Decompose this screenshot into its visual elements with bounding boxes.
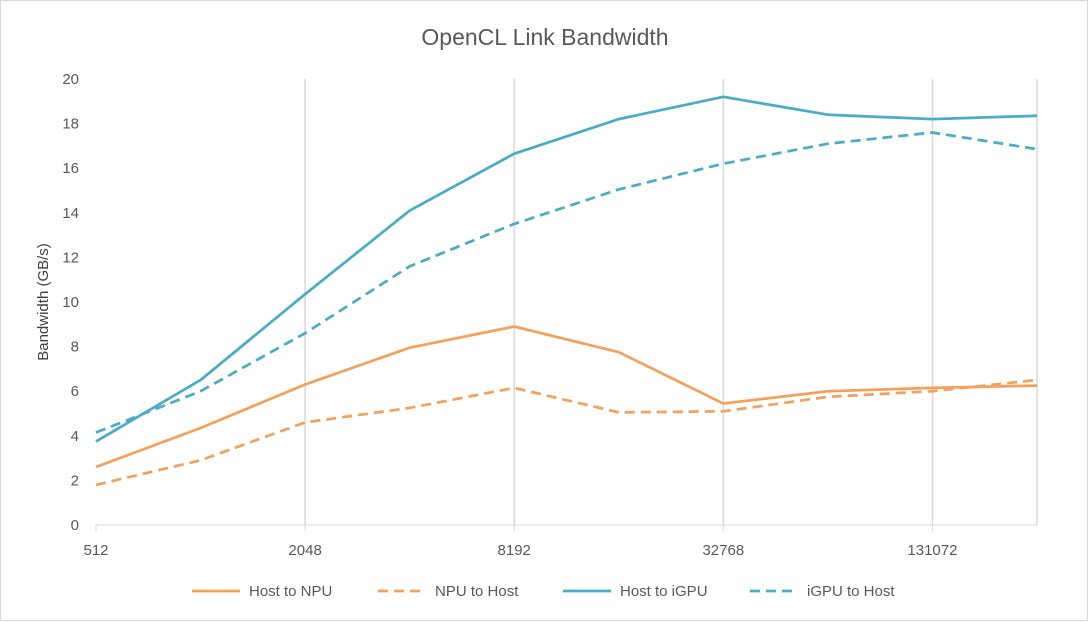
x-tick-label: 2048 [288, 542, 321, 559]
y-tick-label: 12 [62, 249, 79, 266]
y-axis-label: Bandwidth (GB/s) [35, 243, 52, 361]
legend-label: iGPU to Host [807, 583, 895, 600]
y-tick-label: 2 [71, 472, 79, 489]
x-tick-label: 512 [83, 542, 108, 559]
grid-lines [95, 79, 1038, 531]
series-line-host-to-igpu [95, 95, 1038, 443]
x-tick-label: 8192 [498, 542, 531, 559]
y-tick-label: 8 [71, 339, 79, 356]
y-tick-label: 14 [62, 205, 79, 222]
x-axis-ticks: 512 2048 8192 32768 131072 [83, 542, 957, 559]
x-tick-label: 131072 [907, 542, 957, 559]
chart-title: OpenCL Link Bandwidth [421, 24, 668, 50]
y-tick-label: 10 [62, 294, 79, 311]
series-line-igpu-to-host [95, 131, 1038, 434]
legend-label: Host to NPU [249, 583, 332, 600]
y-tick-label: 0 [71, 517, 79, 534]
legend-label: Host to iGPU [620, 583, 708, 600]
legend-label: NPU to Host [435, 583, 519, 600]
y-tick-label: 4 [71, 428, 79, 445]
y-tick-label: 18 [62, 116, 79, 133]
y-tick-label: 20 [62, 71, 79, 88]
legend: Host to NPU NPU to Host Host to iGPU iGPU t… [192, 583, 895, 600]
y-axis-ticks: 0 2 4 6 8 10 12 14 16 18 20 [62, 71, 79, 534]
y-tick-label: 16 [62, 160, 79, 177]
series-line-host-to-npu [95, 325, 1038, 469]
series-line-npu-to-host [95, 378, 1038, 487]
x-tick-label: 32768 [702, 542, 744, 559]
y-tick-label: 6 [71, 383, 79, 400]
series-lines [95, 95, 1038, 487]
